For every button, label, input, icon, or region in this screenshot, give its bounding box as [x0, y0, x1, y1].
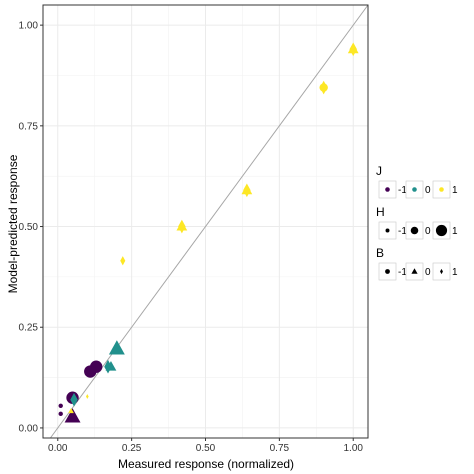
legend-label: 1	[452, 267, 458, 278]
data-point	[347, 43, 359, 54]
y-tick-label: 0.75	[19, 121, 39, 132]
data-point	[58, 411, 63, 417]
y-tick-label: 1.00	[19, 21, 39, 32]
legend: J -1 0 1 H -1 0 1 B -1 0 1	[376, 164, 458, 281]
legend-label: 0	[425, 185, 431, 196]
grid-lines	[43, 5, 368, 438]
legend-label: 1	[452, 226, 458, 237]
legend-label: -1	[398, 267, 407, 278]
data-point	[64, 408, 81, 423]
data-point	[241, 184, 253, 195]
y-tick-label: 0.50	[19, 222, 39, 233]
data-point	[108, 340, 125, 355]
legend-key-symbol	[435, 224, 448, 237]
data-points	[58, 42, 359, 423]
data-point	[70, 392, 78, 407]
x-tick-label: 0.25	[122, 443, 142, 454]
legend-label: 1	[452, 185, 458, 196]
data-point	[120, 256, 126, 266]
data-point	[105, 361, 117, 371]
x-tick-label: 0.50	[196, 443, 216, 454]
data-point	[84, 365, 97, 378]
legend-J: J -1 0 1	[376, 164, 458, 199]
identity-line	[49, 4, 369, 439]
x-tick-label: 0.75	[270, 443, 290, 454]
legend-label: 0	[425, 226, 431, 237]
legend-title: H	[376, 205, 385, 219]
legend-label: 0	[425, 267, 431, 278]
x-axis-ticks: 0.00 0.25 0.50 0.75 1.00	[48, 438, 363, 454]
legend-title: B	[376, 246, 384, 260]
legend-label: -1	[398, 226, 407, 237]
legend-key-symbol	[412, 187, 417, 192]
legend-title: J	[376, 164, 382, 178]
legend-key-symbol	[385, 269, 390, 274]
legend-key-symbol	[439, 187, 444, 192]
legend-key-symbol	[440, 268, 443, 275]
legend-H: H -1 0 1	[376, 205, 458, 240]
y-tick-label: 0.00	[19, 423, 39, 434]
y-tick-label: 0.25	[19, 323, 39, 334]
data-point	[68, 408, 74, 414]
data-point	[176, 220, 188, 231]
x-axis-title: Measured response (normalized)	[118, 457, 294, 471]
legend-label: -1	[398, 185, 407, 196]
x-tick-label: 0.00	[48, 443, 68, 454]
y-axis-title: Model-predicted response	[6, 154, 20, 293]
data-point	[319, 83, 328, 92]
y-axis-ticks: 0.00 0.25 0.50 0.75 1.00	[19, 21, 43, 434]
data-point	[85, 394, 89, 399]
legend-key-symbol	[385, 228, 390, 233]
reference-line	[49, 4, 369, 439]
legend-B: B -1 0 1	[376, 246, 458, 281]
x-tick-label: 1.00	[343, 443, 363, 454]
legend-key-symbol	[385, 187, 390, 192]
legend-key-symbol	[410, 226, 419, 235]
data-point	[58, 403, 63, 408]
legend-key-symbol	[411, 268, 418, 274]
